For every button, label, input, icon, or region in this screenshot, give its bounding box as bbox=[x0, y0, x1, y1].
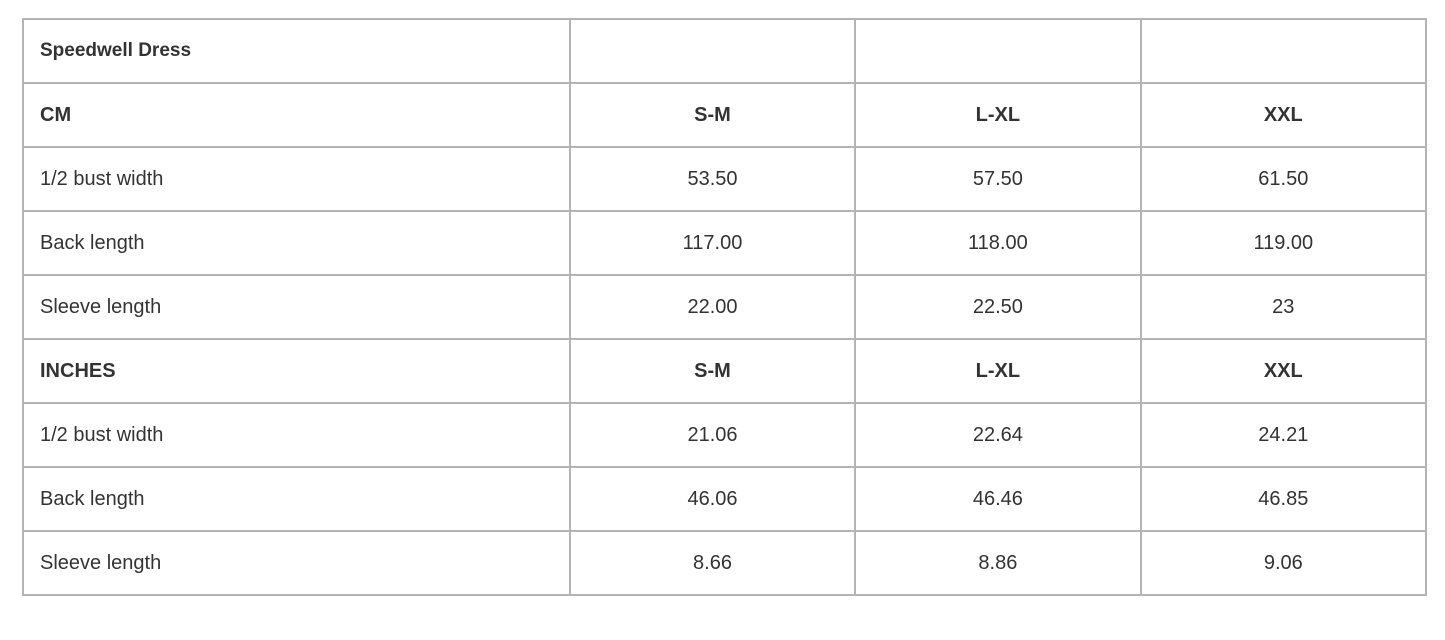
measurement-value: 46.46 bbox=[854, 466, 1142, 532]
measurement-value: 22.00 bbox=[568, 274, 857, 340]
size-header: S-M bbox=[568, 82, 857, 148]
table-row: 1/2 bust width 53.50 57.50 61.50 bbox=[22, 146, 1428, 212]
measurement-value: 57.50 bbox=[854, 146, 1142, 212]
measurement-label: Sleeve length bbox=[22, 530, 571, 596]
empty-cell bbox=[568, 18, 857, 84]
measurement-value: 46.06 bbox=[568, 466, 857, 532]
size-header: L-XL bbox=[854, 338, 1142, 404]
unit-header: CM bbox=[22, 82, 571, 148]
measurement-value: 8.86 bbox=[854, 530, 1142, 596]
measurement-label: 1/2 bust width bbox=[22, 146, 571, 212]
measurement-label: Back length bbox=[22, 466, 571, 532]
table-header-row: CM S-M L-XL XXL bbox=[22, 82, 1428, 148]
table-row: Back length 46.06 46.46 46.85 bbox=[22, 466, 1428, 532]
measurement-value: 8.66 bbox=[568, 530, 857, 596]
table-title: Speedwell Dress bbox=[22, 18, 571, 84]
table-row: Sleeve length 22.00 22.50 23 bbox=[22, 274, 1428, 340]
table-row: Sleeve length 8.66 8.86 9.06 bbox=[22, 530, 1428, 596]
measurement-value: 22.50 bbox=[854, 274, 1142, 340]
size-header: XXL bbox=[1139, 338, 1428, 404]
unit-header: INCHES bbox=[22, 338, 571, 404]
measurement-value: 24.21 bbox=[1139, 402, 1428, 468]
measurement-value: 22.64 bbox=[854, 402, 1142, 468]
size-header: S-M bbox=[568, 338, 857, 404]
measurement-label: 1/2 bust width bbox=[22, 402, 571, 468]
table-row: Back length 117.00 118.00 119.00 bbox=[22, 210, 1428, 276]
measurement-value: 61.50 bbox=[1139, 146, 1428, 212]
size-header: L-XL bbox=[854, 82, 1142, 148]
measurement-label: Back length bbox=[22, 210, 571, 276]
measurement-value: 118.00 bbox=[854, 210, 1142, 276]
empty-cell bbox=[854, 18, 1142, 84]
measurement-value: 21.06 bbox=[568, 402, 857, 468]
table-title-row: Speedwell Dress bbox=[22, 18, 1428, 84]
measurement-value: 119.00 bbox=[1139, 210, 1428, 276]
size-header: XXL bbox=[1139, 82, 1428, 148]
measurement-value: 9.06 bbox=[1139, 530, 1428, 596]
table-header-row: INCHES S-M L-XL XXL bbox=[22, 338, 1428, 404]
table-row: 1/2 bust width 21.06 22.64 24.21 bbox=[22, 402, 1428, 468]
measurement-value: 117.00 bbox=[568, 210, 857, 276]
measurement-value: 53.50 bbox=[568, 146, 857, 212]
size-chart-table: Speedwell Dress CM S-M L-XL XXL 1/2 bust wid… bbox=[22, 18, 1428, 596]
empty-cell bbox=[1139, 18, 1428, 84]
measurement-label: Sleeve length bbox=[22, 274, 571, 340]
measurement-value: 46.85 bbox=[1139, 466, 1428, 532]
measurement-value: 23 bbox=[1139, 274, 1428, 340]
